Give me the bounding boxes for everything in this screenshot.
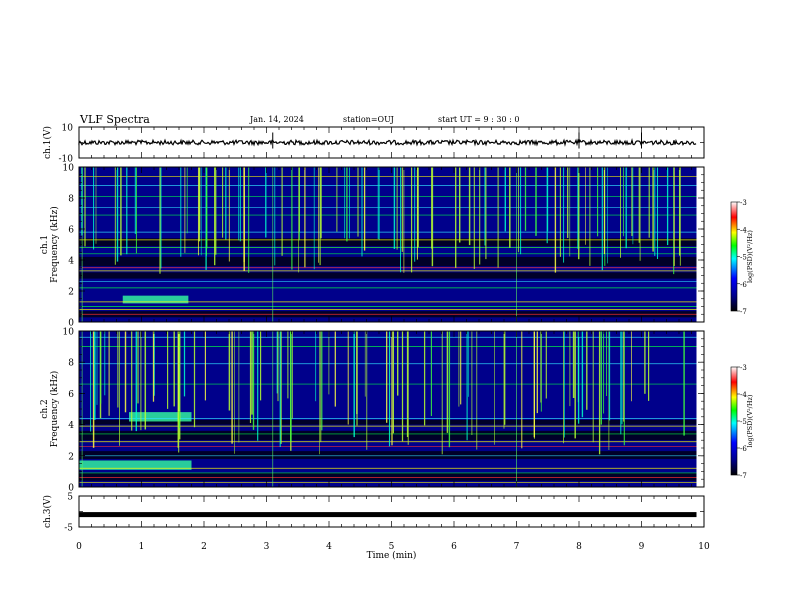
- ch1-waveform-ytick-1: 10: [62, 124, 74, 134]
- ch2-spectrogram-emission-patch-1: [79, 460, 192, 470]
- x-tick-label-10: 10: [698, 542, 710, 552]
- ch1-spectrogram-image: [79, 167, 697, 322]
- x-tick-label-4: 4: [326, 542, 332, 552]
- ch1-spectrogram-colorbar: [730, 201, 738, 312]
- ch1-spectrogram-colorbar-tick-5: -7: [740, 308, 747, 316]
- ch1-spectrogram-low-band-1: [79, 256, 697, 267]
- ch1-spectrogram-ytick-0: 0: [68, 319, 74, 329]
- ch2-spectrogram-ytick-10: 10: [63, 328, 75, 338]
- ch2-spectrogram-ylabel-unit: Frequency (kHz): [49, 371, 60, 448]
- ch2-spectrogram-ylabel: ch.2: [40, 399, 50, 418]
- ch1-spectrogram-colorbar-tick-3: -5: [740, 254, 747, 262]
- ch2-spectrogram-ytick-8: 8: [68, 359, 74, 369]
- start-time-label: start UT = 9 : 30 : 0: [438, 115, 520, 124]
- station-label: station=OUJ: [343, 115, 394, 124]
- x-tick-label-3: 3: [264, 542, 270, 552]
- x-tick-label-2: 2: [201, 542, 207, 552]
- ch2-spectrogram-colorbar-tick-1: -3: [740, 364, 747, 372]
- ch2-spectrogram-colorbar-tick-5: -7: [740, 472, 747, 480]
- ch2-spectrogram-low-band-1: [79, 430, 697, 441]
- ch1-spectrogram-ytick-4: 4: [68, 257, 74, 267]
- ch3-waveform-ytick-2: -5: [64, 524, 73, 534]
- ch1-spectrogram-ytick-10: 10: [63, 164, 75, 174]
- ch2-spectrogram-colorbar: [730, 366, 738, 476]
- ch1-spectrogram-ytick-6: 6: [68, 226, 74, 236]
- ch2-spectrogram-low-band-4: [79, 419, 697, 425]
- ch1-waveform-ytick-2: -10: [59, 155, 74, 165]
- date-label: Jan. 14, 2024: [250, 115, 304, 124]
- ch1-spectrogram-colorbar-label: log(PSD)(V²/Hz): [746, 230, 754, 283]
- ch3-waveform-ytick-1: 5: [67, 493, 73, 503]
- ch2-spectrogram-ytick-2: 2: [68, 452, 74, 462]
- ch2-spectrogram-ytick-0: 0: [68, 484, 74, 494]
- ch2-spectrogram-colorbar-tick-4: -6: [740, 445, 747, 453]
- ch1-spectrogram-colorbar-tick-4: -6: [740, 281, 747, 289]
- x-tick-label-6: 6: [451, 542, 457, 552]
- ch2-spectrogram-image: [79, 331, 697, 487]
- x-axis-label: Time (min): [367, 550, 417, 561]
- figure-title: VLF Spectra: [80, 113, 150, 126]
- ch3-waveform-ylabel: ch.3(V): [42, 495, 53, 528]
- ch2-spectrogram-colorbar-tick-3: -5: [740, 418, 747, 426]
- ch1-spectrogram-ytick-8: 8: [68, 195, 74, 205]
- ch2-spectrogram-low-band-3: [79, 472, 697, 481]
- ch2-spectrogram-emission-patch-2: [129, 412, 192, 422]
- ch1-spectrogram-low-band-3: [79, 272, 697, 279]
- ch2-spectrogram-colorbar-tick-2: -4: [740, 391, 747, 399]
- ch1-spectrogram-colorbar-tick-1: -3: [740, 199, 747, 207]
- ch2-spectrogram-ytick-6: 6: [68, 390, 74, 400]
- x-tick-label-0: 0: [76, 542, 82, 552]
- x-tick-label-9: 9: [639, 542, 645, 552]
- ch2-spectrogram-ytick-4: 4: [68, 421, 74, 431]
- ch1-spectrogram-ytick-2: 2: [68, 288, 74, 298]
- ch3-waveform-line: [79, 512, 697, 518]
- x-tick-label-5: 5: [389, 542, 395, 552]
- ch1-spectrogram-ylabel: ch.1: [40, 235, 50, 254]
- x-tick-label-8: 8: [576, 542, 582, 552]
- ch1-waveform-trace: [78, 132, 697, 149]
- ch2-spectrogram-colorbar-label: log(PSD)(V²/Hz): [746, 394, 754, 447]
- ch1-waveform-line: [78, 138, 697, 147]
- ch1-spectrogram-emission-patch-1: [122, 295, 189, 304]
- x-tick-label-1: 1: [139, 542, 145, 552]
- ch1-spectrogram-low-band-2: [79, 238, 697, 247]
- ch3-waveform-trace: [79, 512, 697, 518]
- x-tick-label-7: 7: [514, 542, 520, 552]
- ch2-spectrogram-low-band-2: [79, 451, 697, 459]
- ch1-spectrogram-colorbar-tick-2: -4: [740, 226, 747, 234]
- ch1-spectrogram-ylabel-unit: Frequency (kHz): [49, 206, 60, 283]
- plot-data: [78, 132, 697, 518]
- ch1-waveform-ylabel: ch.1(V): [42, 126, 53, 159]
